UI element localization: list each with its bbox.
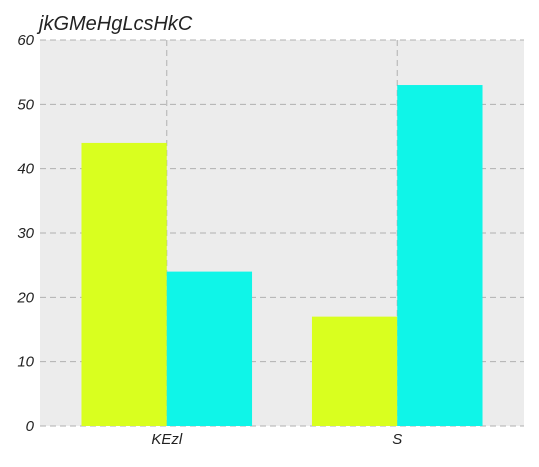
y-tick-label: 10 <box>17 354 34 371</box>
y-tick-label: 50 <box>17 96 34 113</box>
bar-series-2-s <box>397 85 483 427</box>
y-axis-ticks: 0 10 20 30 40 50 60 <box>16 32 34 435</box>
y-tick-label: 0 <box>26 418 35 435</box>
bar-series-2-kezl <box>166 271 253 426</box>
x-tick-label: S <box>392 431 402 448</box>
x-axis-ticks: KEzl S <box>151 431 402 448</box>
y-tick-label: 40 <box>17 161 34 178</box>
bar-series-1-kezl <box>81 142 167 426</box>
bar-series-1-s <box>311 316 398 426</box>
x-tick-label: KEzl <box>151 431 183 448</box>
y-tick-label: 60 <box>17 32 34 49</box>
y-tick-label: 30 <box>17 225 34 242</box>
y-tick-label: 20 <box>16 289 34 306</box>
chart-title: jkGMeHgLcsHkC <box>36 13 193 35</box>
bars-layer <box>81 85 483 427</box>
